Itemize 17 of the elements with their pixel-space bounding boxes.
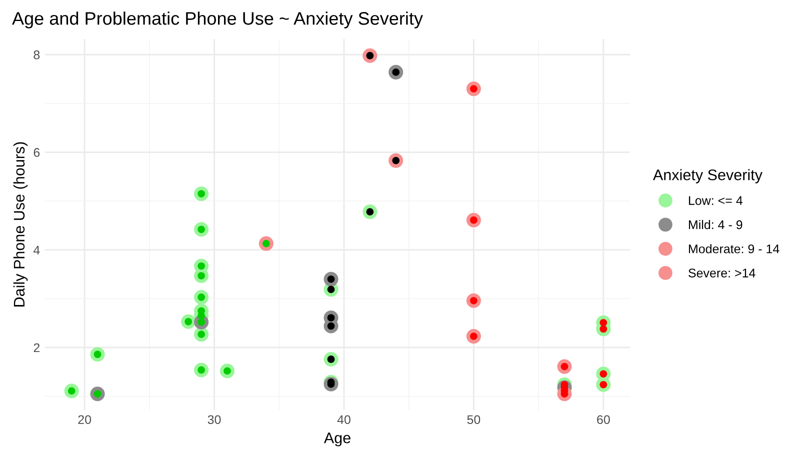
y-tick-label: 2: [34, 343, 40, 352]
legend-label: Low: <= 4: [688, 196, 742, 205]
x-tick-label: 30: [208, 415, 221, 424]
x-tick-label: 50: [467, 415, 480, 424]
x-axis-title: Age: [324, 432, 350, 446]
y-tick-label: 6: [34, 148, 40, 157]
legend-label: Mild: 4 - 9: [688, 220, 742, 230]
x-tick-label: 20: [78, 415, 92, 424]
legend-title: Anxiety Severity: [652, 169, 762, 184]
x-tick-label: 60: [597, 415, 610, 424]
legend-label: Moderate: 9 - 14: [688, 244, 780, 254]
y-tick-label: 8: [34, 50, 40, 60]
y-tick-label: 4: [33, 246, 40, 254]
x-tick-label: 40: [337, 415, 350, 424]
y-axis-title: Daily Phone Use (hours): [13, 142, 28, 306]
legend-label: Severe: >14: [688, 268, 756, 278]
chart-title: Age and Problematic Phone Use ~ Anxiety Severity: [12, 12, 423, 28]
